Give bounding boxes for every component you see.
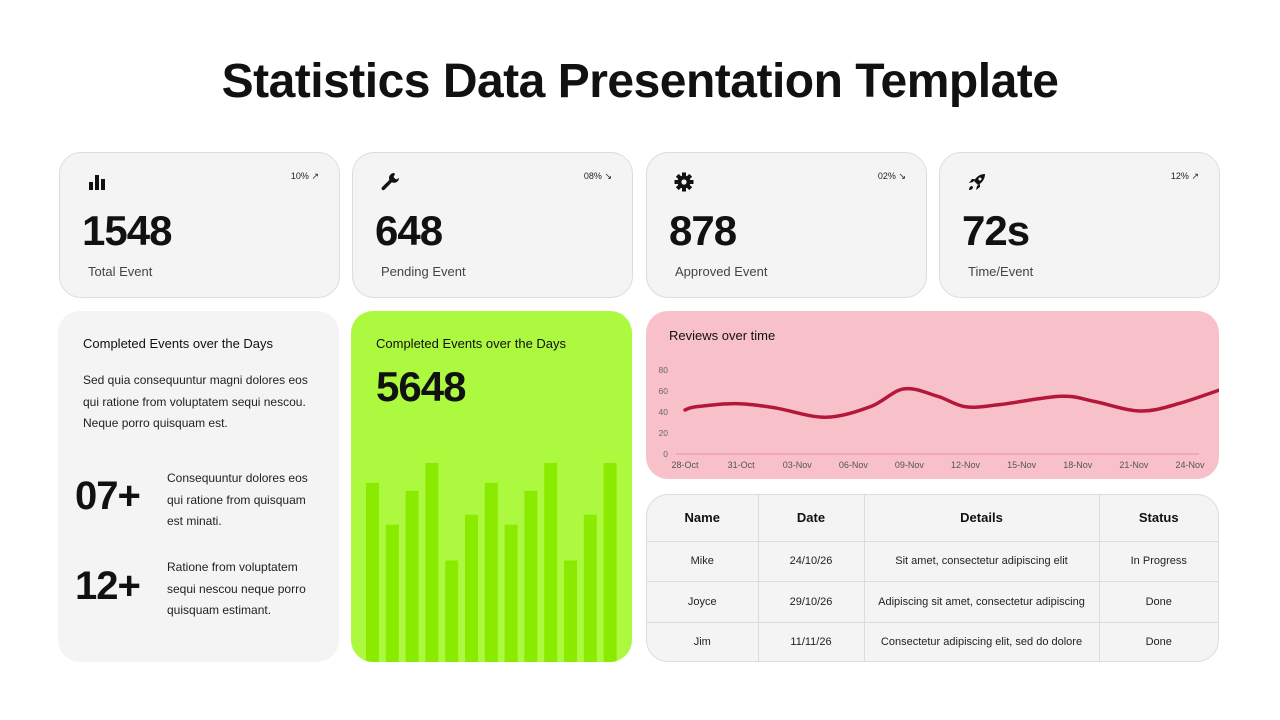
bar-chart-icon — [89, 175, 105, 190]
bar-chart — [366, 463, 617, 662]
series-line-reviews — [683, 386, 1219, 420]
trend-indicator: 02% ↘ — [877, 171, 906, 181]
x-tick-label: 21-Nov — [1119, 460, 1149, 470]
table-row: Joyce 29/10/26 Adipiscing sit amet, cons… — [647, 581, 1218, 623]
bar-4 — [425, 463, 439, 662]
line-chart: 0 20 40 60 80 28-Oct 31-Oct 03-Nov 06-Nov 09-Nov 1… — [659, 365, 1219, 470]
cell-date: 11/11/26 — [758, 622, 865, 661]
x-tick-label: 03-Nov — [783, 460, 813, 470]
stat-value: 07+ — [75, 474, 141, 518]
cell-date: 24/10/26 — [758, 541, 865, 583]
kpi-value: 1548 — [82, 207, 172, 254]
bar-9 — [524, 490, 538, 662]
rocket-icon — [969, 174, 985, 190]
wrench-icon — [381, 173, 399, 191]
y-tick-label: 0 — [663, 449, 668, 459]
trend-indicator: 08% ↘ — [583, 171, 612, 181]
completed-events-bar-card: Completed Events over the Days 5648 — [351, 311, 632, 662]
x-tick-label: 09-Nov — [895, 460, 925, 470]
bar-8 — [504, 524, 518, 662]
page-title: Statistics Data Presentation Template — [221, 55, 1059, 108]
column-header-details: Details — [864, 495, 1100, 542]
cell-date: 29/10/26 — [758, 581, 865, 623]
trend-indicator: 10% ↗ — [290, 171, 319, 181]
cell-details: Sit amet, consectetur adipiscing elit — [864, 541, 1100, 583]
trend-indicator: 12% ↗ — [1170, 171, 1199, 181]
cell-status: Done — [1145, 635, 1172, 648]
column-header-date: Date — [758, 495, 865, 542]
stat-description: Ratione from voluptatem sequi nescou neq… — [167, 560, 306, 617]
trend-down-arrow-icon: ↘ — [604, 171, 612, 181]
kpi-label: Total Event — [88, 264, 153, 279]
bar-11 — [564, 560, 577, 662]
cell-details: Consectetur adipiscing elit, sed do dolo… — [864, 622, 1100, 661]
kpi-card-approved-event: 02% ↘ 878 Approved Event — [646, 152, 927, 298]
y-tick-label: 80 — [659, 365, 669, 375]
cell-details: Adipiscing sit amet, consectetur adipisc… — [864, 581, 1100, 623]
x-tick-label: 28-Oct — [671, 460, 699, 470]
y-tick-label: 60 — [659, 386, 669, 396]
events-table-card: Name Date Details Status Mike 24/10/26 S… — [646, 494, 1219, 662]
cell-status: Done — [1099, 581, 1218, 623]
cell-name: Jim — [647, 622, 759, 661]
cell-name: Joyce — [647, 581, 759, 623]
bar-7 — [484, 482, 498, 662]
stat-description: Consequuntur dolores eos qui ratione fro… — [167, 471, 308, 528]
table-header-row: Name Date Details Status — [647, 495, 1218, 542]
kpi-value: 72s — [962, 207, 1030, 254]
cell-status: In Progress — [1099, 541, 1218, 583]
bar-2 — [385, 524, 399, 662]
bar-3 — [405, 490, 419, 662]
kpi-card-pending-event: 08% ↘ 648 Pending Event — [352, 152, 633, 298]
bar-13 — [603, 463, 617, 662]
trend-down-arrow-icon: ↘ — [898, 171, 906, 181]
cell-name: Mike — [647, 541, 759, 583]
events-table: Name Date Details Status Mike 24/10/26 S… — [647, 495, 1218, 661]
x-tick-label: 15-Nov — [1007, 460, 1037, 470]
reviews-over-time-card: Reviews over time 0 20 40 60 80 28-Oct 31-Oct 0… — [646, 311, 1219, 479]
trend-up-arrow-icon: ↗ — [311, 171, 319, 181]
info-heading: Completed Events over the Days — [83, 336, 274, 351]
bar-10 — [544, 463, 558, 662]
table-row: Jim 11/11/26 Consectetur adipiscing elit… — [647, 622, 1218, 661]
kpi-card-total-event: 10% ↗ 1548 Total Event — [59, 152, 340, 298]
bar-card-value: 5648 — [376, 363, 466, 410]
info-paragraph: Sed quia consequuntur magni dolores eos … — [83, 373, 308, 430]
x-tick-label: 18-Nov — [1063, 460, 1093, 470]
kpi-label: Approved Event — [675, 264, 768, 279]
bar-6 — [465, 514, 478, 662]
column-header-status: Status — [1099, 495, 1218, 542]
completed-events-info-card: Completed Events over the Days Sed quia … — [58, 311, 339, 662]
x-tick-label: 12-Nov — [951, 460, 981, 470]
kpi-value: 648 — [375, 207, 443, 254]
bar-card-heading: Completed Events over the Days — [376, 336, 567, 351]
kpi-value: 878 — [669, 207, 737, 254]
y-tick-label: 20 — [659, 428, 669, 438]
x-tick-label: 06-Nov — [839, 460, 869, 470]
gear-icon — [674, 172, 694, 192]
line-chart-title: Reviews over time — [669, 328, 776, 343]
column-header-name: Name — [647, 495, 759, 542]
x-tick-label: 31-Oct — [728, 460, 756, 470]
kpi-label: Time/Event — [968, 264, 1034, 279]
stat-value: 12+ — [75, 564, 141, 608]
kpi-label: Pending Event — [381, 264, 466, 279]
trend-up-arrow-icon: ↗ — [1191, 171, 1199, 181]
bar-1 — [366, 482, 379, 662]
y-tick-label: 40 — [659, 407, 669, 417]
bar-12 — [583, 514, 597, 662]
kpi-card-time-per-event: 12% ↗ 72s Time/Event — [939, 152, 1220, 298]
table-row: Mike 24/10/26 Sit amet, consectetur adip… — [647, 541, 1218, 583]
x-tick-label: 24-Nov — [1175, 460, 1205, 470]
bar-5 — [445, 560, 459, 662]
